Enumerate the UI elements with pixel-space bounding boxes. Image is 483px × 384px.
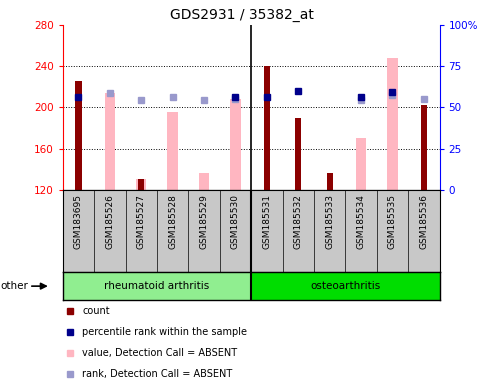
Bar [63, 272, 251, 300]
Text: rheumatoid arthritis: rheumatoid arthritis [104, 281, 210, 291]
Bar [251, 272, 440, 300]
Text: GSM185533: GSM185533 [325, 194, 334, 249]
Text: value, Detection Call = ABSENT: value, Detection Call = ABSENT [82, 348, 237, 358]
Bar [168, 113, 178, 313]
Bar [230, 99, 241, 313]
Bar [421, 105, 427, 313]
Text: GSM185531: GSM185531 [262, 194, 271, 249]
Bar [75, 81, 82, 313]
Text: rank, Detection Call = ABSENT: rank, Detection Call = ABSENT [82, 369, 232, 379]
Text: GSM185534: GSM185534 [356, 194, 366, 249]
Text: GSM185529: GSM185529 [199, 194, 209, 249]
Text: GSM185536: GSM185536 [419, 194, 428, 249]
Text: other: other [0, 281, 28, 291]
Text: GSM185532: GSM185532 [294, 194, 303, 249]
Text: GSM185528: GSM185528 [168, 194, 177, 249]
Text: osteoarthritis: osteoarthritis [310, 281, 381, 291]
Bar [199, 173, 209, 313]
Bar [356, 138, 366, 313]
Text: GSM185527: GSM185527 [137, 194, 146, 249]
Text: GSM185526: GSM185526 [105, 194, 114, 249]
Text: count: count [82, 306, 110, 316]
Text: GSM185535: GSM185535 [388, 194, 397, 249]
Bar [138, 179, 144, 313]
Bar [264, 66, 270, 313]
Text: GSM185530: GSM185530 [231, 194, 240, 249]
Bar [327, 173, 333, 313]
Bar [105, 93, 115, 313]
Bar [136, 179, 146, 313]
Bar [295, 118, 301, 313]
Bar [387, 58, 398, 313]
Text: percentile rank within the sample: percentile rank within the sample [82, 327, 247, 337]
Text: GDS2931 / 35382_at: GDS2931 / 35382_at [170, 8, 313, 22]
Text: GSM183695: GSM183695 [74, 194, 83, 249]
